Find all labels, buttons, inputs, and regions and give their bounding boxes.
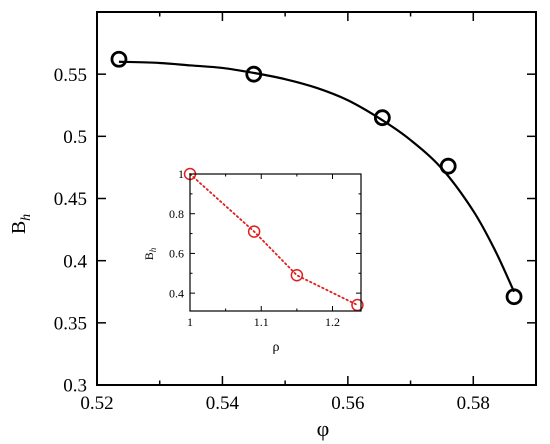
main-data-point [245, 65, 263, 83]
main-y-tick-label: 0.35 [54, 313, 87, 334]
main-y-tick-label: 0.5 [63, 127, 87, 148]
main-axes: 0.52 0.54 0.56 0.58 0.3 0.35 0.4 0.45 0.5 0.55 [54, 11, 537, 414]
main-fit-curve [118, 60, 516, 293]
inset-data-point [247, 225, 261, 238]
inset-chart: 1 1.1 1.2 0.4 0.6 0.8 1 ρ Bh [142, 167, 364, 355]
inset-y-tick-label: 1 [178, 167, 184, 181]
inset-x-tick-label: 1.1 [254, 315, 269, 329]
inset-x-tick-label: 1.2 [325, 315, 340, 329]
main-y-axis-title-main: B [8, 221, 30, 234]
inset-plot-frame [189, 173, 362, 312]
inset-x-tick-label: 1 [187, 315, 193, 329]
main-y-tick-label: 0.55 [54, 65, 87, 86]
inset-y-tick-label: 0.4 [169, 286, 184, 300]
main-y-tick-label: 0.4 [63, 251, 87, 272]
main-y-tick-label: 0.3 [63, 376, 87, 397]
inset-data-point [290, 269, 304, 282]
inset-axes: 1 1.1 1.2 0.4 0.6 0.8 1 [169, 167, 362, 329]
main-y-tick-label: 0.45 [54, 189, 87, 210]
inset-y-axis-title-main: B [142, 252, 156, 260]
main-x-tick-label: 0.56 [331, 393, 364, 414]
inset-y-axis-title-subscript: h [148, 247, 158, 252]
main-y-axis-title-subscript: h [19, 214, 34, 221]
inset-line-layer [189, 173, 359, 306]
main-x-tick-label: 0.58 [457, 393, 490, 414]
main-data-point [439, 157, 457, 175]
inset-series-line [189, 173, 359, 306]
inset-y-tick-label: 0.6 [169, 247, 184, 261]
inset-y-tick-label: 0.8 [169, 207, 184, 221]
main-fit-layer [118, 60, 516, 293]
main-chart: 0.52 0.54 0.56 0.580.30.350.40.450.50.55 φ … [8, 11, 537, 441]
main-y-axis-title: Bh [8, 214, 34, 234]
main-x-tick-label: 0.52 [80, 393, 113, 414]
main-data-point [373, 109, 391, 127]
main-data-point [505, 288, 523, 306]
main-x-axis-title: φ [317, 416, 330, 441]
inset-x-axis-title: ρ [273, 340, 280, 355]
inset-background [178, 174, 361, 311]
inset-y-axis-title: Bh [142, 247, 158, 260]
main-data-point [110, 50, 128, 68]
main-x-tick-label: 0.54 [206, 393, 240, 414]
main-markers-layer [110, 50, 523, 306]
